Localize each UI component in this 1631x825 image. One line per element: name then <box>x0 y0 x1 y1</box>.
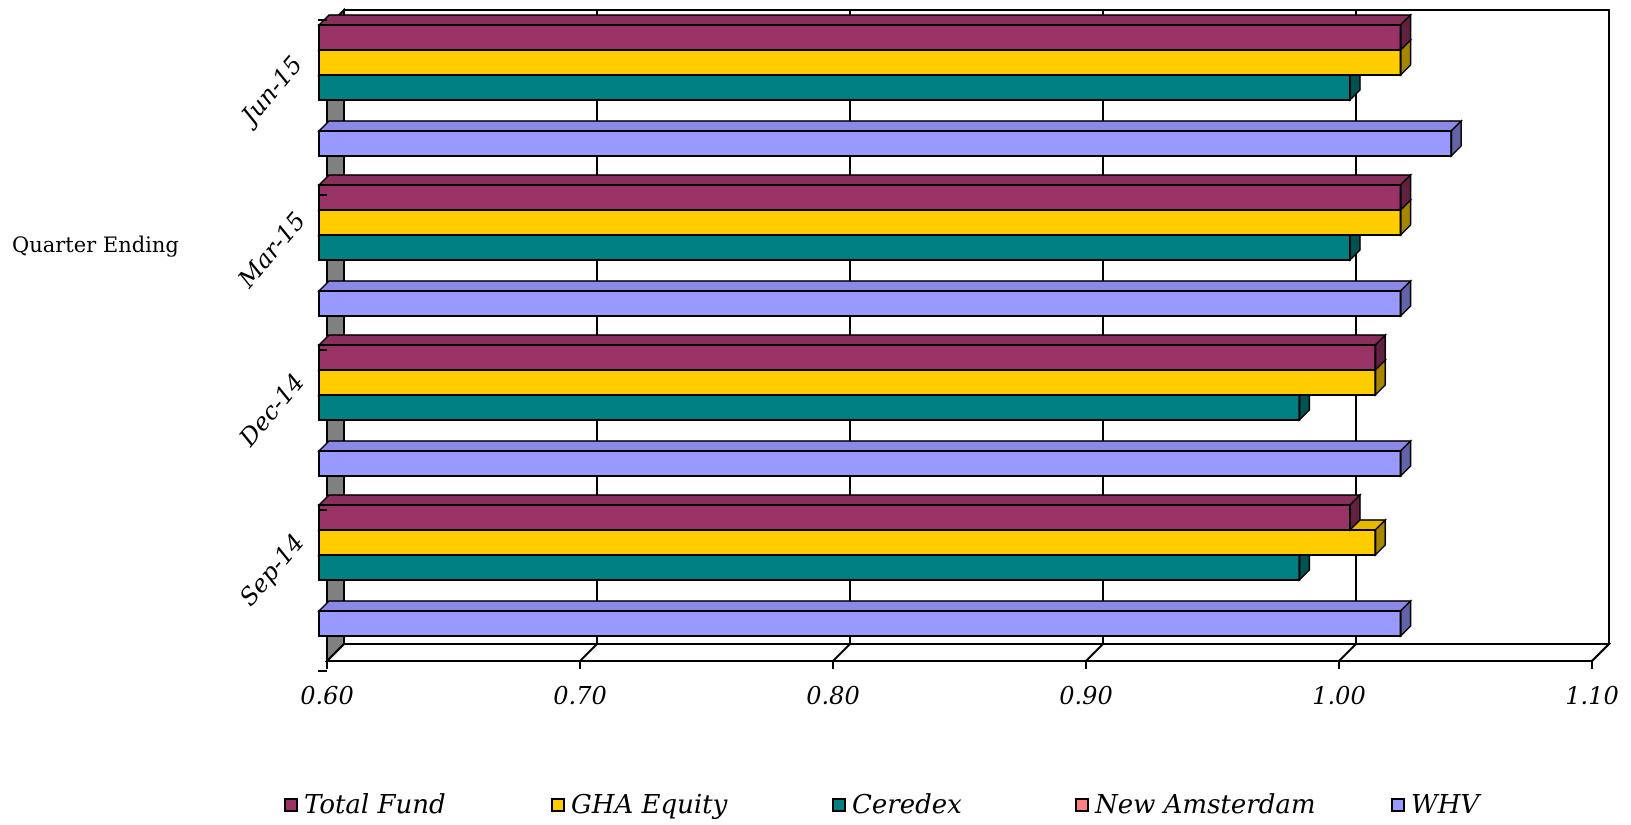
bar-front <box>318 234 1351 261</box>
legend-label: GHA Equity <box>571 790 728 820</box>
legend: Total Fund GHA Equity Ceredex New Amsterdam… <box>0 790 1631 824</box>
bar-front <box>318 49 1402 76</box>
bar-front <box>318 529 1377 556</box>
bar-front <box>318 344 1377 371</box>
x-tick-label: 1.00 <box>1312 682 1365 710</box>
bar-front <box>318 24 1402 51</box>
bar <box>317 333 1388 372</box>
bar-top <box>317 334 1388 346</box>
bar-front <box>318 610 1402 637</box>
bar <box>317 493 1362 532</box>
x-tick-label: 0.60 <box>300 682 353 710</box>
legend-swatch <box>1391 798 1405 812</box>
y-axis-title: Quarter Ending <box>12 233 179 257</box>
floor-gridline <box>1338 643 1357 662</box>
bar-top <box>317 600 1413 612</box>
bar-front <box>318 209 1402 236</box>
legend-swatch <box>284 798 298 812</box>
floor <box>324 643 1612 662</box>
legend-item: WHV <box>1391 790 1479 820</box>
floor-gridline <box>1591 643 1610 662</box>
bar <box>317 13 1413 52</box>
bar-top <box>317 494 1362 506</box>
bar <box>317 119 1464 158</box>
bar-front <box>318 130 1453 157</box>
bar-front <box>318 554 1301 581</box>
bar-front <box>318 74 1351 101</box>
legend-label: New Amsterdam <box>1095 790 1316 820</box>
bar-front <box>318 394 1301 421</box>
x-tick-label: 0.90 <box>1059 682 1112 710</box>
bar-top <box>317 174 1413 186</box>
legend-label: Ceredex <box>852 790 962 820</box>
bar <box>317 173 1413 212</box>
bar <box>317 279 1413 318</box>
x-tick-label: 0.70 <box>553 682 606 710</box>
bar-top <box>317 120 1464 132</box>
floor-gridline <box>832 643 851 662</box>
bar-top <box>317 440 1413 452</box>
bar-front <box>318 504 1351 531</box>
bar-group-jun-15 <box>317 13 1464 158</box>
bar-group-mar-15 <box>317 173 1413 318</box>
category-label: Jun-15 <box>232 51 308 133</box>
bar <box>317 439 1413 478</box>
floor-gridline <box>326 643 345 662</box>
bar-front <box>318 369 1377 396</box>
legend-item: Ceredex <box>832 790 962 820</box>
floor-gridline <box>1085 643 1104 662</box>
legend-item: Total Fund <box>284 790 446 820</box>
bar-top <box>317 280 1413 292</box>
category-label: Sep-14 <box>234 528 310 611</box>
bar-front <box>318 184 1402 211</box>
legend-label: WHV <box>1411 790 1480 820</box>
bar-group-sep-14 <box>317 493 1413 638</box>
bar-top <box>317 14 1413 26</box>
legend-swatch <box>1075 798 1089 812</box>
floor-gridline <box>579 643 598 662</box>
category-label: Mar-15 <box>232 207 311 294</box>
bars <box>317 13 1464 638</box>
bar-front <box>318 450 1402 477</box>
legend-item: New Amsterdam <box>1075 790 1316 820</box>
legend-swatch <box>551 798 565 812</box>
category-label: Dec-14 <box>233 368 310 452</box>
x-tick-label: 0.80 <box>806 682 859 710</box>
legend-swatch <box>832 798 846 812</box>
x-tick-label: 1.10 <box>1565 682 1618 710</box>
legend-item: GHA Equity <box>551 790 727 820</box>
bar <box>317 599 1413 638</box>
bar-front <box>318 290 1402 317</box>
legend-label: Total Fund <box>304 790 446 820</box>
bar-group-dec-14 <box>317 333 1413 478</box>
